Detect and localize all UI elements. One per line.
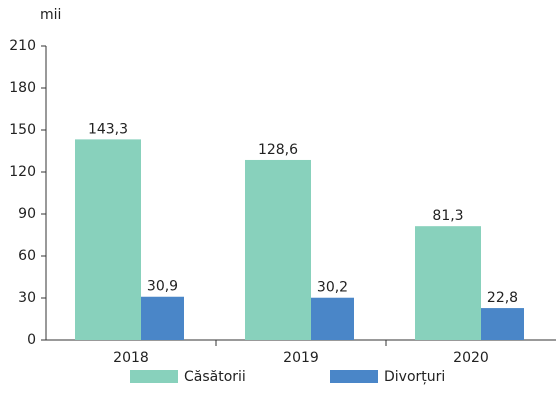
y-tick-label: 60	[18, 248, 36, 264]
bar	[75, 139, 141, 340]
value-label: 128,6	[258, 142, 298, 158]
legend-label: Divorțuri	[384, 369, 445, 385]
legend-label: Căsătorii	[184, 369, 246, 385]
y-tick-label: 30	[18, 290, 36, 306]
bar	[481, 308, 524, 340]
bar	[245, 159, 311, 340]
y-tick-label: 0	[27, 332, 36, 348]
y-tick-label: 180	[9, 80, 36, 96]
value-label: 143,3	[88, 121, 128, 137]
legend-swatch	[130, 370, 178, 383]
x-tick-label: 2020	[453, 350, 489, 366]
value-label: 81,3	[432, 208, 463, 224]
bar	[415, 226, 481, 340]
value-label: 22,8	[487, 290, 518, 306]
value-label: 30,2	[317, 280, 348, 296]
bar	[141, 296, 184, 340]
y-unit: mii	[40, 7, 61, 23]
y-tick-label: 150	[9, 122, 36, 138]
y-tick-label: 120	[9, 164, 36, 180]
y-tick-label: 90	[18, 206, 36, 222]
bar	[311, 297, 354, 340]
y-tick-label: 210	[9, 38, 36, 54]
legend-swatch	[330, 370, 378, 383]
value-label: 30,9	[147, 279, 178, 295]
x-tick-label: 2018	[113, 350, 149, 366]
x-tick-label: 2019	[283, 350, 319, 366]
